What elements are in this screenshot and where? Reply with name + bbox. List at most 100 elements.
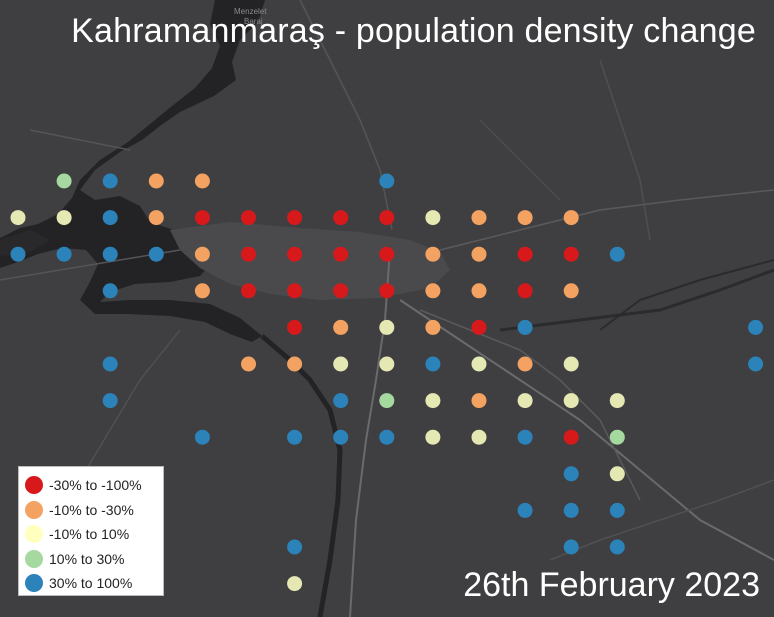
map-title: Kahramanmaraş - population density chang… [71, 12, 756, 50]
legend-swatch-red [25, 476, 43, 495]
grid-point-blue [10, 246, 26, 262]
grid-point-blue [748, 319, 764, 335]
grid-point-yellow [287, 576, 303, 592]
grid-point-orange [563, 283, 579, 299]
grid-point-red [563, 429, 579, 445]
grid-point-yellow [56, 210, 72, 226]
grid-point-blue [517, 502, 533, 518]
date-label: 26th February 2023 [463, 566, 760, 604]
grid-point-orange [194, 246, 210, 262]
grid-point-blue [102, 393, 118, 409]
grid-point-yellow [425, 210, 441, 226]
grid-point-blue [333, 429, 349, 445]
legend-label: -10% to -30% [49, 501, 134, 518]
grid-point-red [287, 246, 303, 262]
grid-point-orange [194, 173, 210, 189]
grid-point-yellow [517, 393, 533, 409]
grid-point-yellow [563, 393, 579, 409]
road [29, 129, 131, 151]
grid-point-blue [287, 539, 303, 555]
legend-swatch-yellow [25, 525, 43, 544]
grid-point-blue [102, 356, 118, 372]
grid-point-red [333, 210, 349, 226]
grid-point-red [563, 246, 579, 262]
grid-point-orange [517, 210, 533, 226]
road [549, 479, 774, 561]
grid-point-red [379, 210, 395, 226]
grid-point-orange [425, 283, 441, 299]
road [439, 189, 774, 251]
grid-point-orange [471, 210, 487, 226]
road [599, 59, 651, 241]
grid-point-orange [471, 393, 487, 409]
road [299, 0, 393, 231]
grid-point-blue [56, 246, 72, 262]
grid-point-green [379, 393, 395, 409]
grid-point-red [287, 283, 303, 299]
grid-point-blue [102, 246, 118, 262]
grid-point-red [517, 246, 533, 262]
grid-point-blue [102, 210, 118, 226]
grid-point-yellow [425, 393, 441, 409]
grid-point-red [241, 283, 256, 299]
legend-item: 30% to 100% [25, 571, 163, 596]
legend-swatch-orange [25, 500, 43, 519]
grid-point-red [379, 246, 395, 262]
grid-point-orange [563, 210, 579, 226]
grid-point-blue [287, 429, 303, 445]
grid-point-blue [563, 466, 579, 482]
grid-point-red [333, 246, 349, 262]
grid-point-yellow [471, 429, 487, 445]
road [499, 268, 774, 332]
density-grid [10, 173, 764, 592]
grid-point-red [471, 319, 487, 335]
reservoir-shape [0, 0, 265, 342]
grid-point-red [517, 283, 533, 299]
grid-point-blue [609, 539, 625, 555]
grid-point-yellow [379, 356, 395, 372]
grid-point-orange [148, 173, 164, 189]
grid-point-orange [517, 356, 533, 372]
grid-point-yellow [379, 319, 395, 335]
legend-item: -10% to 10% [25, 522, 163, 547]
grid-point-blue [748, 356, 764, 372]
grid-point-orange [148, 210, 164, 226]
river [260, 334, 343, 617]
grid-point-yellow [425, 429, 441, 445]
road [349, 249, 391, 617]
legend-item: 10% to 30% [25, 547, 163, 572]
grid-point-red [379, 283, 395, 299]
grid-point-orange [333, 319, 349, 335]
grid-point-blue [517, 319, 533, 335]
grid-point-blue [194, 429, 210, 445]
grid-point-blue [333, 393, 349, 409]
grid-point-blue [425, 356, 441, 372]
road [399, 299, 774, 561]
grid-point-blue [563, 502, 579, 518]
legend-label: 30% to 100% [49, 575, 133, 592]
grid-point-red [287, 319, 303, 335]
grid-point-green [609, 429, 625, 445]
grid-point-orange [241, 356, 256, 372]
grid-point-blue [102, 283, 118, 299]
place-label: Menzelet [234, 7, 267, 16]
grid-point-blue [517, 429, 533, 445]
grid-point-orange [425, 246, 441, 262]
grid-point-blue [148, 246, 164, 262]
grid-point-yellow [563, 356, 579, 372]
legend-item: -30% to -100% [25, 473, 163, 498]
grid-point-orange [194, 283, 210, 299]
grid-point-blue [379, 173, 395, 189]
grid-point-yellow [471, 356, 487, 372]
grid-point-red [241, 246, 256, 262]
place-label: Baraj [244, 17, 263, 26]
legend-item: -10% to -30% [25, 498, 163, 523]
grid-point-blue [609, 502, 625, 518]
road [79, 329, 181, 481]
grid-point-orange [425, 319, 441, 335]
grid-point-blue [563, 539, 579, 555]
road [479, 119, 561, 201]
grid-point-red [333, 283, 349, 299]
legend-label: -30% to -100% [49, 477, 142, 494]
